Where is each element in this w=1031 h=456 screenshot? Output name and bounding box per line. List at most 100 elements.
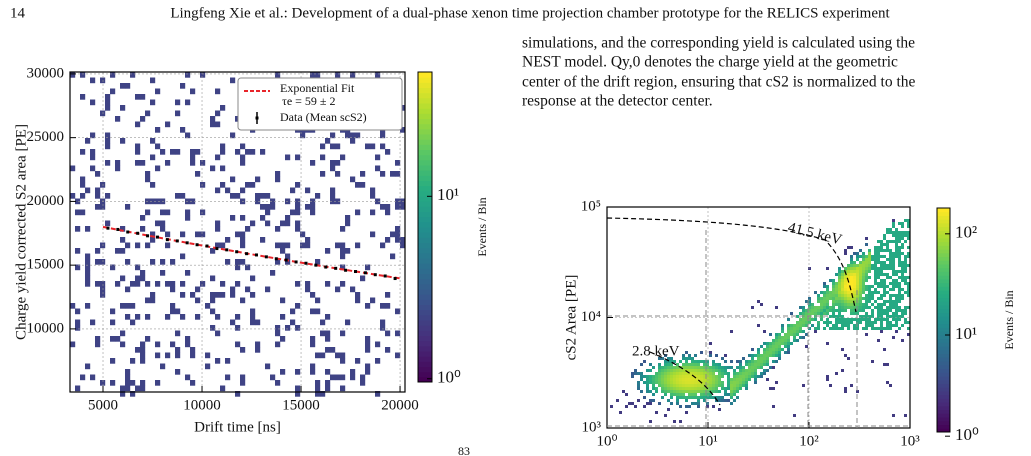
heatmap-cell xyxy=(751,372,754,375)
heatmap-cell xyxy=(787,327,790,330)
heatmap-cell xyxy=(790,312,793,315)
heatmap-cell xyxy=(742,369,745,372)
colorbar-band xyxy=(418,165,432,171)
heatmap-cell xyxy=(730,402,733,405)
heatmap-cell xyxy=(898,255,901,258)
colorbar-tick-label: 10⁰ xyxy=(437,368,461,387)
heatmap-cell xyxy=(736,360,739,363)
colorbar-band xyxy=(937,346,950,351)
heatmap-cell xyxy=(661,378,664,381)
heatmap-cell xyxy=(709,396,712,399)
heatmap-cell xyxy=(676,366,679,369)
heatmap-cell xyxy=(874,270,877,273)
heatmap-cell xyxy=(643,396,646,399)
heatmap-cell xyxy=(850,306,853,309)
data-point xyxy=(324,265,328,269)
heatmap-cell xyxy=(868,297,871,300)
heatmap-cell xyxy=(799,336,802,339)
heatmap-cell xyxy=(220,385,226,392)
heatmap-cell xyxy=(703,396,706,399)
heatmap-cell xyxy=(787,342,790,345)
colorbar-band xyxy=(418,87,432,94)
heatmap-cell xyxy=(215,121,221,128)
heatmap-cell xyxy=(175,347,181,353)
heatmap-cell xyxy=(883,303,886,306)
heatmap-cell xyxy=(820,291,823,294)
heatmap-cell xyxy=(270,204,276,210)
heatmap-cell xyxy=(365,303,371,309)
heatmap-cell xyxy=(904,240,907,243)
heatmap-cell xyxy=(736,366,739,369)
heatmap-cell xyxy=(907,255,910,258)
heatmap-cell xyxy=(817,300,820,303)
heatmap-cell xyxy=(400,204,406,210)
colorbar-band xyxy=(937,334,950,340)
heatmap-cell xyxy=(739,363,742,366)
heatmap-cell xyxy=(380,303,386,309)
heatmap-cell xyxy=(769,348,772,351)
heatmap-cell xyxy=(718,369,721,372)
heatmap-cell xyxy=(270,198,276,205)
heatmap-cell xyxy=(826,342,829,345)
heatmap-cell xyxy=(90,99,96,106)
heatmap-cell xyxy=(115,116,121,122)
heatmap-cell xyxy=(736,387,739,390)
heatmap-cell xyxy=(781,339,784,342)
heatmap-cell xyxy=(760,354,763,357)
heatmap-cell xyxy=(823,282,826,285)
heatmap-cell xyxy=(865,267,868,270)
heatmap-cell xyxy=(871,303,874,306)
heatmap-cell xyxy=(757,357,760,360)
heatmap-cell xyxy=(250,149,256,155)
heatmap-cell xyxy=(676,372,679,375)
heatmap-cell xyxy=(230,286,236,293)
heatmap-cell xyxy=(904,306,907,309)
heatmap-cell xyxy=(877,240,880,243)
heatmap-cell xyxy=(250,182,256,188)
heatmap-cell xyxy=(395,198,401,205)
heatmap-cell xyxy=(145,297,151,304)
heatmap-cell xyxy=(235,281,241,287)
heatmap-cell xyxy=(901,243,904,246)
heatmap-cell xyxy=(892,294,895,297)
heatmap-cell xyxy=(841,288,844,291)
colorbar-band xyxy=(418,128,432,135)
heatmap-cell xyxy=(853,279,856,282)
heatmap-cell xyxy=(295,391,301,397)
heatmap-cell xyxy=(685,411,688,414)
heatmap-cell xyxy=(766,348,769,351)
heatmap-cell xyxy=(898,288,901,291)
heatmap-cell xyxy=(877,273,880,276)
heatmap-cell xyxy=(763,363,766,366)
heatmap-cell xyxy=(330,160,336,166)
heatmap-cell xyxy=(838,267,841,270)
heatmap-cell xyxy=(300,132,306,139)
heatmap-cell xyxy=(185,215,191,221)
heatmap-cell xyxy=(904,219,907,222)
heatmap-cell xyxy=(907,282,910,285)
colorbar-band xyxy=(418,330,432,336)
heatmap-cell xyxy=(706,396,709,399)
heatmap-cell xyxy=(697,360,700,363)
heatmap-cell xyxy=(240,187,246,194)
heatmap-cell xyxy=(907,246,910,249)
heatmap-cell xyxy=(265,286,271,293)
heatmap-cell xyxy=(100,77,106,84)
heatmap-cell xyxy=(907,252,910,255)
heatmap-cell xyxy=(165,314,171,320)
heatmap-cell xyxy=(883,291,886,294)
heatmap-cell xyxy=(155,198,161,205)
heatmap-cell xyxy=(844,249,847,252)
heatmap-cell xyxy=(125,259,131,265)
heatmap-cell xyxy=(880,294,883,297)
heatmap-cell xyxy=(285,220,291,227)
heatmap-cell xyxy=(245,226,251,232)
heatmap-cell xyxy=(385,237,391,243)
heatmap-cell xyxy=(775,333,778,336)
heatmap-cell xyxy=(898,258,901,261)
heatmap-cell xyxy=(778,348,781,351)
heatmap-cell xyxy=(80,209,86,216)
heatmap-cell xyxy=(859,300,862,303)
heatmap-cell xyxy=(700,384,703,387)
colorbar-band xyxy=(937,264,950,269)
